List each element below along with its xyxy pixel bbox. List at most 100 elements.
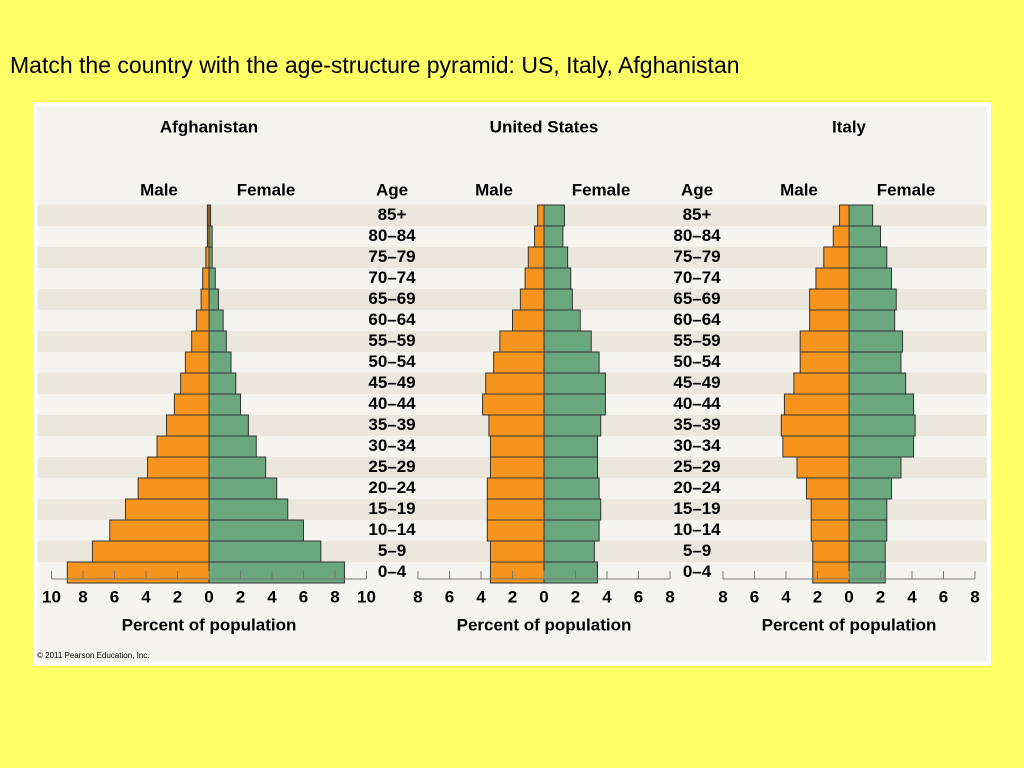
age-label: 50–54: [673, 352, 721, 371]
bar: [208, 309, 224, 332]
bar: [543, 372, 606, 395]
series-label: Male: [140, 180, 178, 199]
copyright: © 2011 Pearson Education, Inc.: [37, 651, 149, 660]
bar: [208, 351, 232, 374]
chart-title: Afghanistan: [160, 117, 258, 136]
bar: [208, 372, 237, 395]
bar: [543, 540, 595, 563]
bar: [848, 477, 893, 500]
x-tick-label: 4: [781, 587, 791, 606]
bar: [208, 435, 257, 458]
bar: [848, 519, 888, 542]
bar: [780, 414, 850, 437]
bar: [125, 498, 210, 521]
age-label: 5–9: [378, 541, 406, 560]
age-header: Age: [376, 180, 408, 199]
series-label: Female: [237, 180, 296, 199]
age-label: 85+: [683, 205, 712, 224]
age-label: 45–49: [673, 373, 720, 392]
x-tick-label: 8: [413, 587, 422, 606]
age-label: 55–59: [673, 331, 720, 350]
bar: [173, 393, 210, 416]
bar: [848, 246, 888, 269]
bar: [519, 288, 545, 311]
age-label: 40–44: [368, 394, 416, 413]
x-axis-label: Percent of population: [457, 615, 632, 634]
bar: [208, 204, 212, 227]
row-stripe: [38, 205, 987, 226]
age-label: 20–24: [673, 478, 721, 497]
x-tick-label: 4: [907, 587, 917, 606]
age-label: 75–79: [673, 247, 720, 266]
x-tick-label: 0: [539, 587, 548, 606]
chart-title: United States: [490, 117, 599, 136]
bar: [202, 267, 210, 290]
x-tick-label: 10: [357, 587, 376, 606]
bar: [493, 351, 545, 374]
bar: [815, 267, 850, 290]
bar: [191, 330, 210, 353]
age-label: 85+: [378, 205, 407, 224]
x-tick-label: 6: [939, 587, 948, 606]
bar: [848, 540, 886, 563]
bar: [489, 456, 545, 479]
bar: [543, 267, 572, 290]
bar: [848, 330, 904, 353]
bar: [543, 519, 600, 542]
bar: [839, 204, 850, 227]
bar: [543, 351, 600, 374]
bar: [534, 225, 545, 248]
bar: [848, 561, 886, 584]
bar: [810, 519, 850, 542]
age-label: 80–84: [368, 226, 416, 245]
bar: [66, 561, 210, 584]
age-label: 50–54: [368, 352, 416, 371]
bar: [527, 246, 545, 269]
bar: [486, 498, 545, 521]
age-header: Age: [681, 180, 713, 199]
bar: [156, 435, 210, 458]
slide-heading: Match the country with the age-structure…: [10, 52, 740, 78]
x-tick-label: 4: [141, 587, 151, 606]
x-tick-label: 6: [299, 587, 308, 606]
bar: [208, 288, 219, 311]
bar: [848, 267, 893, 290]
bar: [482, 393, 545, 416]
bar: [805, 477, 850, 500]
bar: [184, 351, 210, 374]
series-label: Female: [572, 180, 631, 199]
bar: [543, 330, 592, 353]
x-tick-label: 2: [236, 587, 245, 606]
bar: [543, 414, 602, 437]
bar: [799, 351, 850, 374]
age-label: 30–34: [673, 436, 721, 455]
bar: [809, 288, 850, 311]
bar: [489, 540, 545, 563]
x-tick-label: 4: [476, 587, 486, 606]
bar: [823, 246, 850, 269]
x-tick-label: 6: [445, 587, 454, 606]
age-label: 10–14: [368, 520, 416, 539]
x-tick-label: 6: [634, 587, 643, 606]
age-label: 60–64: [368, 310, 416, 329]
bar: [486, 477, 545, 500]
bar: [848, 435, 915, 458]
bar: [208, 267, 216, 290]
row-stripe: [38, 289, 987, 310]
x-tick-label: 0: [844, 587, 853, 606]
age-label: 0–4: [378, 562, 407, 581]
bar: [543, 435, 599, 458]
bar: [809, 309, 850, 332]
bar: [796, 456, 850, 479]
bar: [485, 372, 545, 395]
age-label: 75–79: [368, 247, 415, 266]
bar: [848, 204, 874, 227]
x-tick-label: 8: [970, 587, 979, 606]
bar: [848, 498, 888, 521]
bar: [543, 225, 564, 248]
x-tick-label: 4: [267, 587, 277, 606]
bar: [543, 309, 581, 332]
bar: [91, 540, 210, 563]
bar: [793, 372, 850, 395]
bar: [848, 225, 881, 248]
